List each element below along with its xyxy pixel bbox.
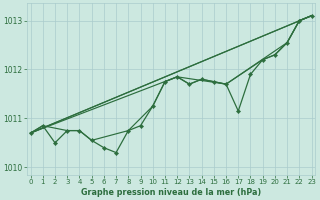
X-axis label: Graphe pression niveau de la mer (hPa): Graphe pression niveau de la mer (hPa) (81, 188, 261, 197)
